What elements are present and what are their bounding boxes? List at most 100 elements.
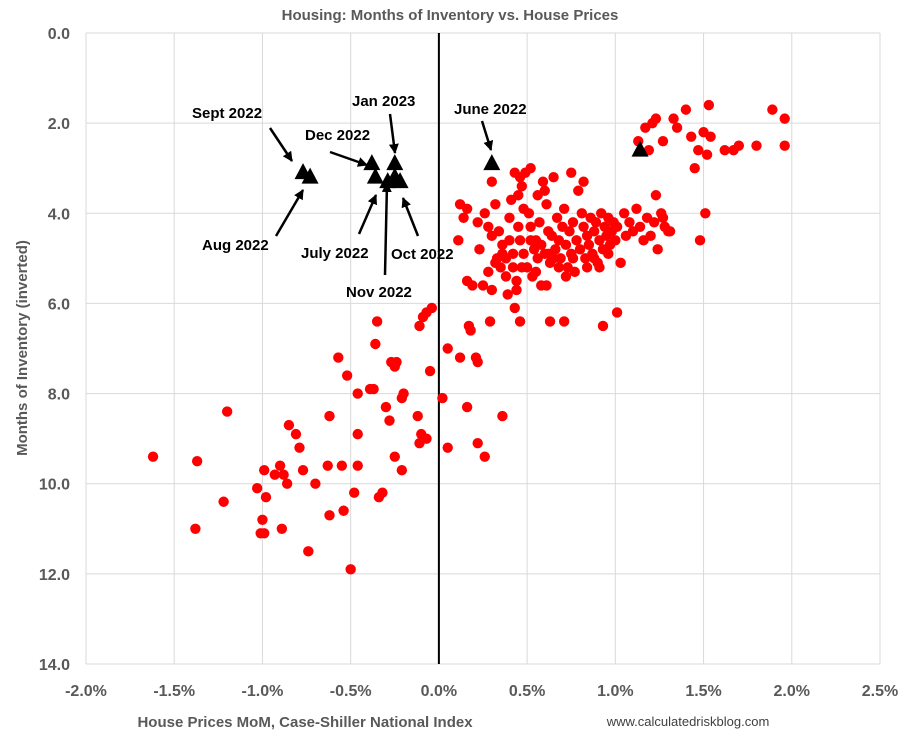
data-point bbox=[553, 262, 565, 273]
annotation-label: Sept 2022 bbox=[192, 105, 262, 122]
data-point bbox=[391, 356, 402, 368]
x-tick-label: 1.0% bbox=[597, 683, 633, 700]
data-point bbox=[558, 203, 570, 214]
data-point bbox=[147, 451, 159, 462]
data-point bbox=[573, 185, 584, 196]
data-point bbox=[551, 212, 563, 223]
data-point bbox=[680, 104, 692, 115]
data-point bbox=[442, 343, 453, 354]
y-tick-labels: 0.0 2.0 4.0 6.0 8.0 10.0 12.0 14.0 bbox=[39, 26, 70, 674]
data-point bbox=[603, 248, 614, 260]
data-point bbox=[594, 262, 605, 273]
data-point bbox=[513, 190, 524, 201]
data-point bbox=[259, 464, 270, 476]
y-tick-label: 8.0 bbox=[48, 387, 70, 404]
data-point bbox=[541, 199, 552, 210]
data-point bbox=[458, 212, 469, 223]
recent-data-point bbox=[363, 154, 381, 171]
data-point bbox=[693, 144, 704, 156]
annotation-label: June 2022 bbox=[454, 101, 527, 118]
data-point bbox=[548, 172, 559, 183]
data-point bbox=[657, 135, 669, 147]
data-point bbox=[560, 239, 572, 251]
data-point bbox=[338, 505, 349, 516]
data-point bbox=[472, 217, 483, 228]
data-point bbox=[352, 460, 363, 471]
data-point bbox=[336, 460, 348, 471]
data-point bbox=[652, 244, 663, 255]
data-point bbox=[500, 271, 512, 282]
data-point bbox=[645, 230, 656, 242]
data-point bbox=[484, 316, 496, 327]
data-point bbox=[497, 248, 508, 260]
annotation-labels: Sept 2022 Aug 2022 Dec 2022 Jan 2023 July 20… bbox=[192, 93, 527, 301]
data-point bbox=[191, 455, 203, 467]
data-points bbox=[147, 99, 790, 575]
data-point bbox=[396, 464, 408, 476]
data-point bbox=[274, 460, 286, 471]
data-point bbox=[310, 478, 321, 489]
annotation-arrow bbox=[329, 150, 368, 167]
data-point bbox=[530, 266, 542, 278]
recent-points bbox=[294, 140, 649, 189]
annotation-arrow bbox=[480, 120, 494, 151]
data-point bbox=[297, 464, 309, 476]
data-point bbox=[597, 320, 609, 332]
data-point bbox=[333, 352, 344, 363]
data-point bbox=[514, 316, 526, 327]
annotation-label: Aug 2022 bbox=[202, 237, 269, 254]
data-point bbox=[380, 401, 392, 413]
x-tick-label: 0.0% bbox=[421, 683, 457, 700]
data-point bbox=[269, 469, 280, 480]
data-point bbox=[283, 419, 295, 431]
annotation-arrows bbox=[268, 113, 494, 276]
data-point bbox=[504, 235, 515, 246]
data-point bbox=[479, 451, 490, 462]
data-point bbox=[412, 410, 423, 422]
y-tick-label: 10.0 bbox=[39, 477, 70, 494]
data-point bbox=[276, 523, 288, 534]
data-point bbox=[541, 280, 552, 291]
data-point bbox=[701, 149, 713, 160]
data-point bbox=[610, 235, 621, 246]
data-point bbox=[324, 510, 335, 521]
annotation-arrow bbox=[357, 194, 378, 235]
data-point bbox=[560, 271, 572, 282]
data-point bbox=[537, 176, 549, 187]
data-point bbox=[611, 307, 623, 318]
data-point bbox=[567, 217, 579, 228]
data-point bbox=[514, 235, 526, 246]
data-point bbox=[564, 226, 575, 237]
data-point bbox=[352, 428, 363, 440]
data-point bbox=[389, 451, 400, 462]
annotation-label: Dec 2022 bbox=[305, 127, 370, 144]
data-point bbox=[259, 528, 270, 539]
data-point bbox=[278, 469, 289, 480]
data-point bbox=[472, 437, 483, 449]
data-point bbox=[536, 239, 547, 251]
y-tick-label: 2.0 bbox=[48, 116, 70, 133]
data-point bbox=[650, 113, 662, 124]
data-point bbox=[190, 523, 201, 534]
data-point bbox=[767, 104, 778, 115]
data-point bbox=[507, 262, 519, 273]
data-point bbox=[461, 401, 473, 413]
data-point bbox=[497, 410, 508, 422]
chart-title: Housing: Months of Inventory vs. House P… bbox=[282, 7, 619, 24]
data-point bbox=[671, 122, 683, 133]
data-point bbox=[525, 163, 536, 174]
data-point bbox=[525, 221, 536, 233]
data-point bbox=[251, 483, 263, 494]
data-point bbox=[539, 185, 550, 196]
data-point bbox=[352, 388, 363, 399]
annotation-arrow bbox=[268, 127, 294, 162]
data-point bbox=[260, 492, 272, 503]
x-tick-label: -1.5% bbox=[153, 683, 195, 700]
data-point bbox=[664, 226, 676, 237]
data-point bbox=[424, 365, 436, 377]
x-tick-label: -1.0% bbox=[242, 683, 284, 700]
data-point bbox=[511, 284, 522, 296]
data-point bbox=[611, 221, 623, 233]
data-point bbox=[294, 442, 305, 453]
